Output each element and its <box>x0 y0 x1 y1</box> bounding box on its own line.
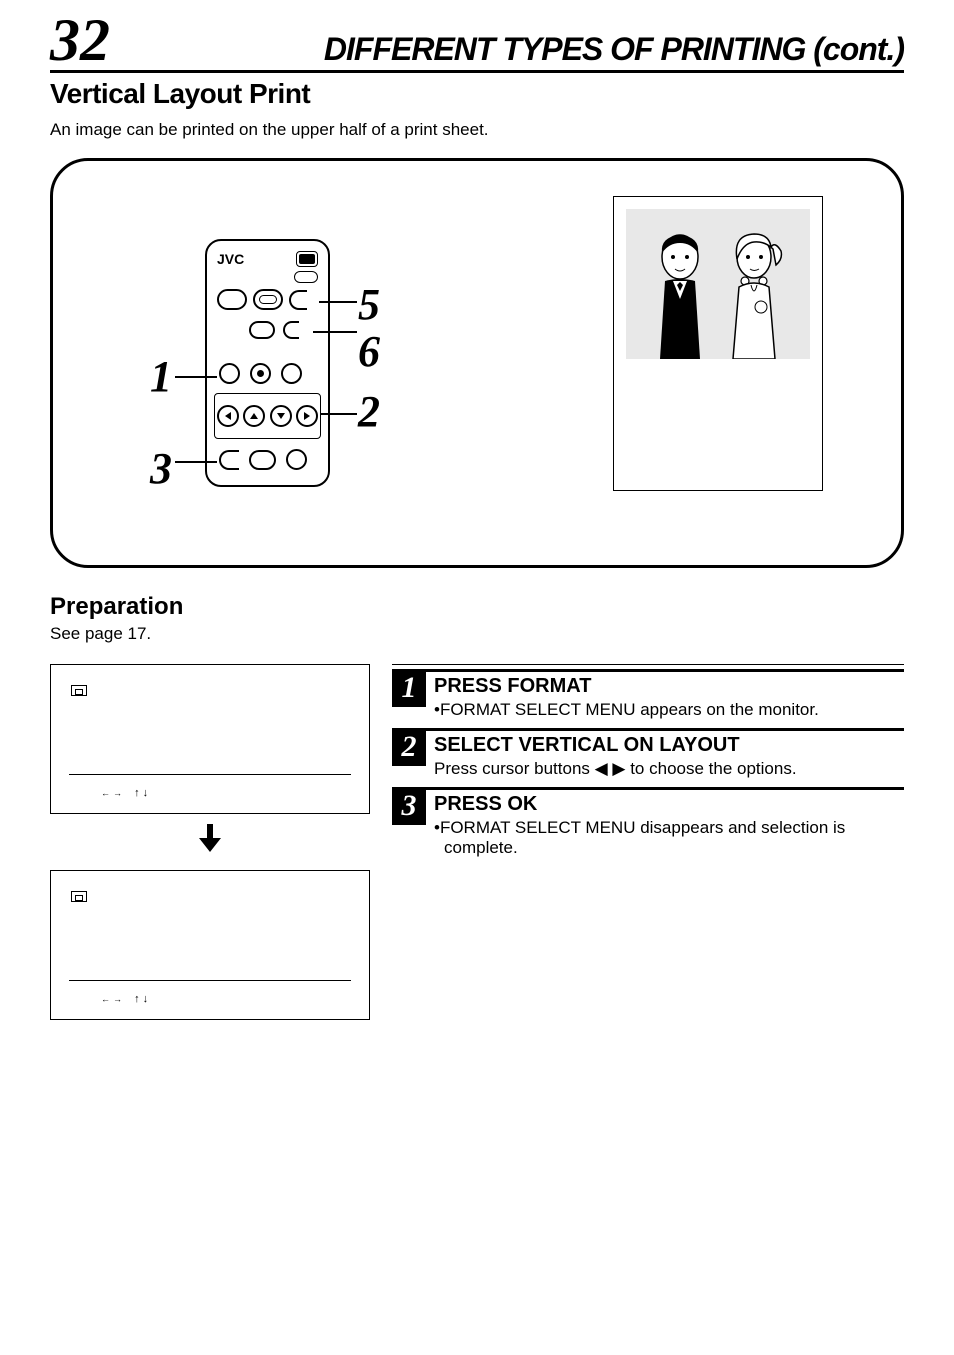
callout-line <box>321 413 357 415</box>
step-1: 1 PRESS FORMAT •FORMAT SELECT MENU appea… <box>392 669 904 720</box>
section-title: Vertical Layout Print <box>50 78 904 110</box>
right-button-icon <box>296 405 318 427</box>
step-number: 2 <box>392 728 426 766</box>
callout-6: 6 <box>358 326 380 377</box>
menu-illustrations: ←→ ↑↓ ←→ ↑↓ <box>50 664 370 1020</box>
remote-button-icon <box>253 289 283 310</box>
down-arrow-icon <box>50 824 370 860</box>
step-body: •FORMAT SELECT MENU appears on the monit… <box>434 700 904 720</box>
preview-photo <box>626 209 810 359</box>
menu-screen-2: ←→ ↑↓ <box>50 870 370 1020</box>
step-body: Press cursor buttons ◀ ▶ to choose the o… <box>434 759 904 779</box>
page-header: 32 DIFFERENT TYPES OF PRINTING (cont.) <box>50 10 904 73</box>
main-title: DIFFERENT TYPES OF PRINTING (cont.) <box>324 31 904 68</box>
left-button-icon <box>217 405 239 427</box>
remote-button-icon <box>217 289 247 310</box>
remote-button-icon <box>294 271 318 283</box>
remote-row-e <box>219 449 307 470</box>
remote-button-icon <box>286 449 307 470</box>
callout-1: 1 <box>150 351 172 402</box>
menu-divider <box>69 774 351 775</box>
power-button-icon <box>296 251 318 267</box>
menu-format-icon <box>71 685 87 696</box>
remote-button-icon <box>283 321 299 339</box>
remote-row-b <box>249 321 299 339</box>
person-illustration <box>645 229 715 359</box>
intro-text: An image can be printed on the upper hal… <box>50 120 904 140</box>
callout-line <box>319 301 357 303</box>
page-number: 32 <box>50 10 110 70</box>
step-title: SELECT VERTICAL ON LAYOUT <box>434 734 904 757</box>
menu-arrows-icon: ←→ ↑↓ <box>101 787 148 799</box>
menu-arrows-icon: ←→ ↑↓ <box>101 993 148 1005</box>
remote-row-a <box>217 289 307 310</box>
steps-list: 1 PRESS FORMAT •FORMAT SELECT MENU appea… <box>392 664 904 1020</box>
menu-divider <box>69 980 351 981</box>
callout-line <box>175 461 217 463</box>
callout-3: 3 <box>150 443 172 494</box>
print-preview-illustration <box>613 196 823 491</box>
menu-screen-1: ←→ ↑↓ <box>50 664 370 814</box>
remote-row-c <box>219 363 302 384</box>
remote-button-icon <box>219 363 240 384</box>
preparation-heading: Preparation <box>50 593 904 621</box>
remote-dpad <box>214 393 321 439</box>
preparation-text: See page 17. <box>50 624 904 644</box>
manual-page: 32 DIFFERENT TYPES OF PRINTING (cont.) V… <box>0 0 954 1050</box>
person-illustration <box>721 229 791 359</box>
rule <box>392 664 904 665</box>
step-title: PRESS FORMAT <box>434 675 904 698</box>
up-button-icon <box>243 405 265 427</box>
remote-button-icon <box>289 290 307 310</box>
callout-line <box>313 331 357 333</box>
step-2: 2 SELECT VERTICAL ON LAYOUT Press cursor… <box>392 728 904 779</box>
menu-format-icon <box>71 891 87 902</box>
step-title: PRESS OK <box>434 793 904 816</box>
remote-button-icon <box>250 363 271 384</box>
remote-control-illustration: JVC <box>205 239 330 487</box>
callout-line <box>175 376 217 378</box>
callout-2: 2 <box>358 386 380 437</box>
remote-button-icon <box>249 450 276 470</box>
step-number: 1 <box>392 669 426 707</box>
diagram-box: JVC <box>50 158 904 568</box>
down-button-icon <box>270 405 292 427</box>
callout-5: 5 <box>358 279 380 330</box>
remote-button-icon <box>219 450 239 470</box>
remote-brand: JVC <box>217 251 244 267</box>
step-number: 3 <box>392 787 426 825</box>
remote-button-icon <box>281 363 302 384</box>
remote-button-icon <box>249 321 275 339</box>
lower-section: ←→ ↑↓ ←→ ↑↓ 1 PRESS FORMAT •FORMAT SE <box>50 664 904 1020</box>
step-3: 3 PRESS OK •FORMAT SELECT MENU disappear… <box>392 787 904 858</box>
step-body: •FORMAT SELECT MENU disappears and selec… <box>434 818 904 858</box>
